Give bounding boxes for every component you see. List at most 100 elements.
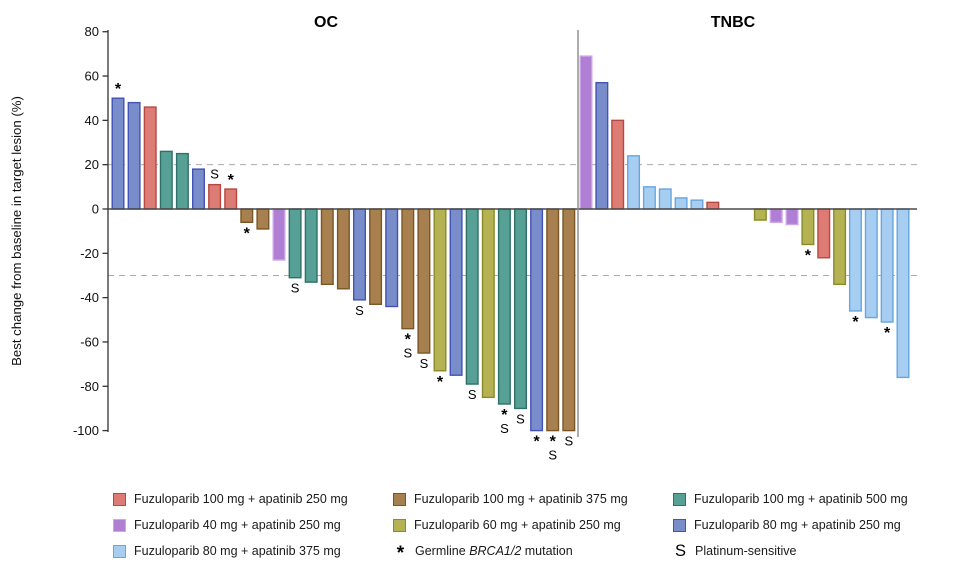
legend-item-f100a375: Fuzuloparib 100 mg + apatinib 375 mg (393, 489, 628, 509)
legend-item-f60a250: Fuzuloparib 60 mg + apatinib 250 mg (393, 515, 621, 535)
bar (817, 208, 831, 259)
platinum-sensitive-marker: S (355, 303, 364, 318)
platinum-sensitive-marker: S (548, 448, 557, 463)
bar (579, 55, 593, 210)
bar (706, 201, 720, 210)
legend-label: Fuzuloparib 80 mg + apatinib 375 mg (134, 544, 341, 558)
y-tick-label: 40 (85, 113, 99, 128)
legend-label: Fuzuloparib 100 mg + apatinib 375 mg (414, 492, 628, 506)
bar (385, 208, 399, 308)
bar (753, 208, 767, 221)
s-marker-icon: S (674, 542, 686, 560)
legend-swatch-f80a375 (113, 544, 126, 558)
bar (208, 183, 222, 210)
bar (562, 208, 576, 432)
bar (224, 188, 238, 210)
y-tick-label: -40 (80, 290, 99, 305)
brca-mutation-marker: * (852, 314, 859, 331)
brca-mutation-marker: * (533, 434, 540, 451)
chart-legend: Fuzuloparib 100 mg + apatinib 250 mg Fuzu… (0, 487, 976, 571)
legend-label: Fuzuloparib 60 mg + apatinib 250 mg (414, 518, 621, 532)
bar (353, 208, 367, 301)
bar (465, 208, 479, 385)
legend-label: Fuzuloparib 100 mg + apatinib 500 mg (694, 492, 908, 506)
legend-swatch-f100a375 (393, 492, 406, 506)
bar (896, 208, 910, 379)
bar (272, 208, 286, 261)
y-tick-label: -60 (80, 334, 99, 349)
bar (320, 208, 334, 286)
brca-mutation-marker: * (501, 407, 508, 424)
brca-mutation-marker: * (805, 247, 812, 264)
brca-mutation-marker: * (405, 332, 412, 349)
bar (801, 208, 815, 246)
bar (369, 208, 383, 305)
bar (288, 208, 302, 279)
platinum-sensitive-marker: S (291, 281, 300, 296)
legend-item-f80a250: Fuzuloparib 80 mg + apatinib 250 mg (673, 515, 901, 535)
platinum-sensitive-marker: S (500, 421, 509, 436)
legend-label: Fuzuloparib 100 mg + apatinib 250 mg (134, 492, 348, 506)
bar (769, 208, 783, 223)
bar (546, 208, 560, 432)
bar (595, 81, 609, 210)
asterisk-marker-icon: * (396, 543, 405, 564)
y-tick-label: 60 (85, 69, 99, 84)
bar (256, 208, 270, 230)
legend-label: Platinum-sensitive (695, 544, 797, 558)
platinum-sensitive-marker: S (564, 434, 573, 449)
legend-item-f80a375: Fuzuloparib 80 mg + apatinib 375 mg (113, 541, 341, 561)
bar (191, 168, 205, 210)
legend-label: Fuzuloparib 80 mg + apatinib 250 mg (694, 518, 901, 532)
bar (433, 208, 447, 372)
bar (658, 188, 672, 210)
platinum-sensitive-marker: S (420, 356, 429, 371)
panel-title-oc: OC (314, 14, 338, 31)
legend-item-f100a250: Fuzuloparib 100 mg + apatinib 250 mg (113, 489, 348, 509)
y-tick-label: -80 (80, 379, 99, 394)
panel-title-tnbc: TNBC (711, 14, 756, 31)
legend-item-brca-mutation: * Germline BRCA1/2 mutation (393, 541, 573, 564)
bar (627, 155, 641, 210)
legend-label: Fuzuloparib 40 mg + apatinib 250 mg (134, 518, 341, 532)
bar (336, 208, 350, 290)
bar (497, 208, 511, 405)
y-tick-label: 20 (85, 157, 99, 172)
waterfall-chart: *S **SS*SS*S*SS* *SSOC***TNBC806040200-20-… (9, 14, 917, 463)
legend-item-f40a250: Fuzuloparib 40 mg + apatinib 250 mg (113, 515, 341, 535)
brca-mutation-marker: * (228, 172, 235, 189)
bar (642, 186, 656, 210)
bar (880, 208, 894, 323)
bar (833, 208, 847, 286)
brca-mutation-marker: * (437, 374, 444, 391)
y-tick-label: -100 (73, 423, 99, 438)
legend-swatch-f80a250 (673, 518, 686, 532)
bar (175, 152, 189, 210)
bar (611, 119, 625, 210)
bar (530, 208, 544, 432)
bar (143, 106, 157, 210)
platinum-sensitive-marker: S (403, 346, 412, 361)
platinum-sensitive-marker: S (516, 411, 525, 426)
bar (449, 208, 463, 376)
bar (514, 208, 528, 410)
legend-swatch-f40a250 (113, 518, 126, 532)
y-tick-label: 0 (92, 202, 99, 217)
bar (159, 150, 173, 210)
bar (690, 199, 704, 210)
y-tick-label: 80 (85, 24, 99, 39)
bar (240, 208, 254, 223)
bar (848, 208, 862, 312)
brca-mutation-marker: * (884, 325, 891, 342)
bar (417, 208, 431, 354)
bar (674, 197, 688, 210)
bar (481, 208, 495, 399)
bar (785, 208, 799, 226)
y-axis-title: Best change from baseline in target lesi… (9, 96, 24, 366)
bar (304, 208, 318, 283)
legend-swatch-f60a250 (393, 518, 406, 532)
brca-mutation-marker: * (244, 225, 251, 242)
legend-item-f100a500: Fuzuloparib 100 mg + apatinib 500 mg (673, 489, 908, 509)
bar (401, 208, 415, 330)
